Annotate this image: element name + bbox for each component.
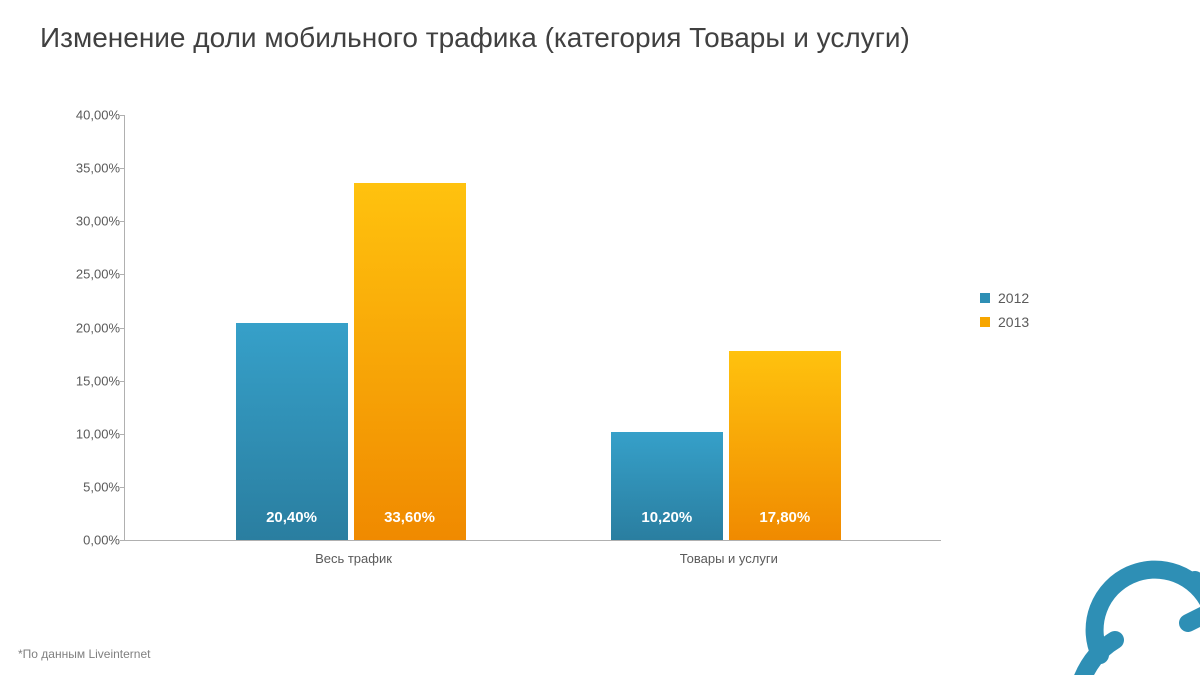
bar-label: 17,80% xyxy=(729,509,841,526)
ytick-1: 5,00% xyxy=(60,479,120,494)
ytick-5: 25,00% xyxy=(60,267,120,282)
legend-swatch-icon xyxy=(980,317,990,327)
bar-label: 33,60% xyxy=(354,509,466,526)
bar-2012-g1: 20,40% xyxy=(236,323,348,540)
chart-area: 0,00% 5,00% 10,00% 15,00% 20,00% 25,00% … xyxy=(60,115,940,570)
ytick-6: 30,00% xyxy=(60,214,120,229)
legend: 2012 2013 xyxy=(980,290,1029,338)
xlabel-0: Весь трафик xyxy=(315,551,392,566)
bar-2013-g2: 17,80% xyxy=(729,351,841,540)
bar-2013-g1: 33,60% xyxy=(354,183,466,540)
legend-item-2013: 2013 xyxy=(980,314,1029,330)
bar-label: 20,40% xyxy=(236,509,348,526)
ytick-0: 0,00% xyxy=(60,533,120,548)
bar-2012-g2: 10,20% xyxy=(611,432,723,540)
ytick-2: 10,00% xyxy=(60,426,120,441)
chart-title: Изменение доли мобильного трафика (катег… xyxy=(40,22,910,54)
ytick-3: 15,00% xyxy=(60,373,120,388)
corner-decoration-icon xyxy=(1060,535,1200,675)
ytick-4: 20,00% xyxy=(60,320,120,335)
ytick-7: 35,00% xyxy=(60,161,120,176)
ytick-8: 40,00% xyxy=(60,108,120,123)
footnote: *По данным Liveinternet xyxy=(18,647,150,661)
xlabel-1: Товары и услуги xyxy=(680,551,778,566)
legend-swatch-icon xyxy=(980,293,990,303)
bar-label: 10,20% xyxy=(611,509,723,526)
plot-region: 20,40% 33,60% 10,20% 17,80% Весь трафик … xyxy=(124,115,941,541)
legend-label: 2012 xyxy=(998,290,1029,306)
legend-label: 2013 xyxy=(998,314,1029,330)
legend-item-2012: 2012 xyxy=(980,290,1029,306)
